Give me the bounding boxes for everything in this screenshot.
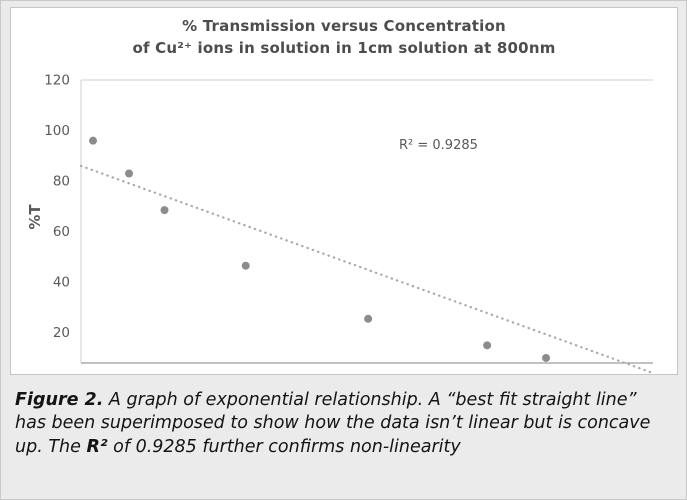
- y-tick-label: 60: [53, 224, 70, 240]
- data-point: [160, 206, 169, 215]
- chart-title-line2: of Cu²⁺ ions in solution in 1cm solution…: [132, 38, 556, 57]
- data-point: [542, 353, 551, 362]
- y-axis-label: %T: [26, 204, 44, 230]
- data-point: [241, 261, 250, 270]
- y-tick-label: 120: [44, 73, 70, 89]
- chart-title-line1: % Transmission versus Concentration: [182, 17, 506, 35]
- figure-caption: Figure 2. A graph of exponential relatio…: [1, 379, 679, 499]
- figure-caption-label: Figure 2.: [15, 390, 104, 410]
- y-tick-label: 20: [53, 325, 70, 341]
- trendline: [79, 164, 655, 375]
- data-point: [89, 136, 98, 145]
- chart-title: % Transmission versus Concentration of C…: [11, 16, 677, 60]
- chart-panel: % Transmission versus Concentration of C…: [10, 7, 678, 375]
- y-tick-label: 100: [44, 123, 70, 139]
- y-tick-label: 80: [53, 174, 70, 190]
- data-point: [483, 341, 492, 350]
- figure-caption-text-1: A graph of exponential relationship. A “…: [15, 390, 651, 457]
- scatter-plot: 20 40 60 80 100 120: [44, 73, 655, 375]
- figure-caption-text-2: of 0.9285 further confirms non-linearity: [107, 436, 461, 457]
- y-tick-label: 40: [53, 275, 70, 291]
- data-point: [364, 314, 373, 323]
- data-point: [125, 169, 134, 178]
- r-squared-annotation: R² = 0.9285: [399, 138, 478, 153]
- figure-caption-rsquared: R²: [86, 436, 108, 457]
